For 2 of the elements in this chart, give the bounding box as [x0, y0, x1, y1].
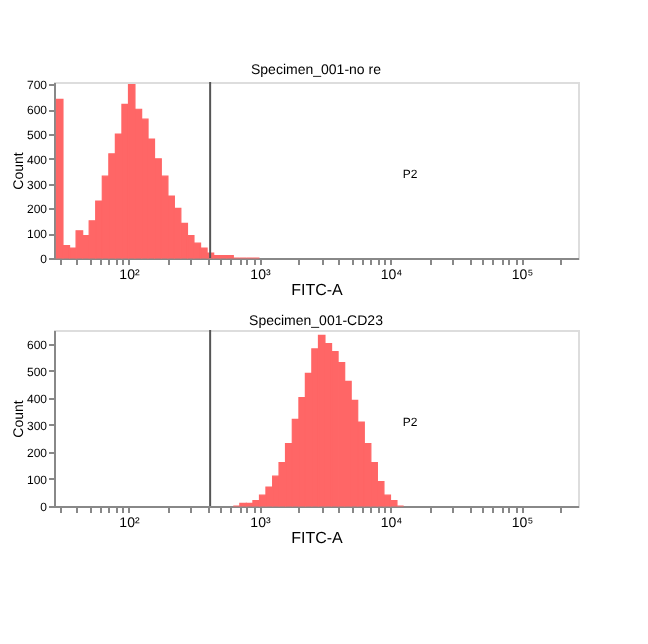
x-axis-title: FITC-A — [291, 281, 345, 299]
x-axis-title: FITC-A — [291, 529, 345, 547]
